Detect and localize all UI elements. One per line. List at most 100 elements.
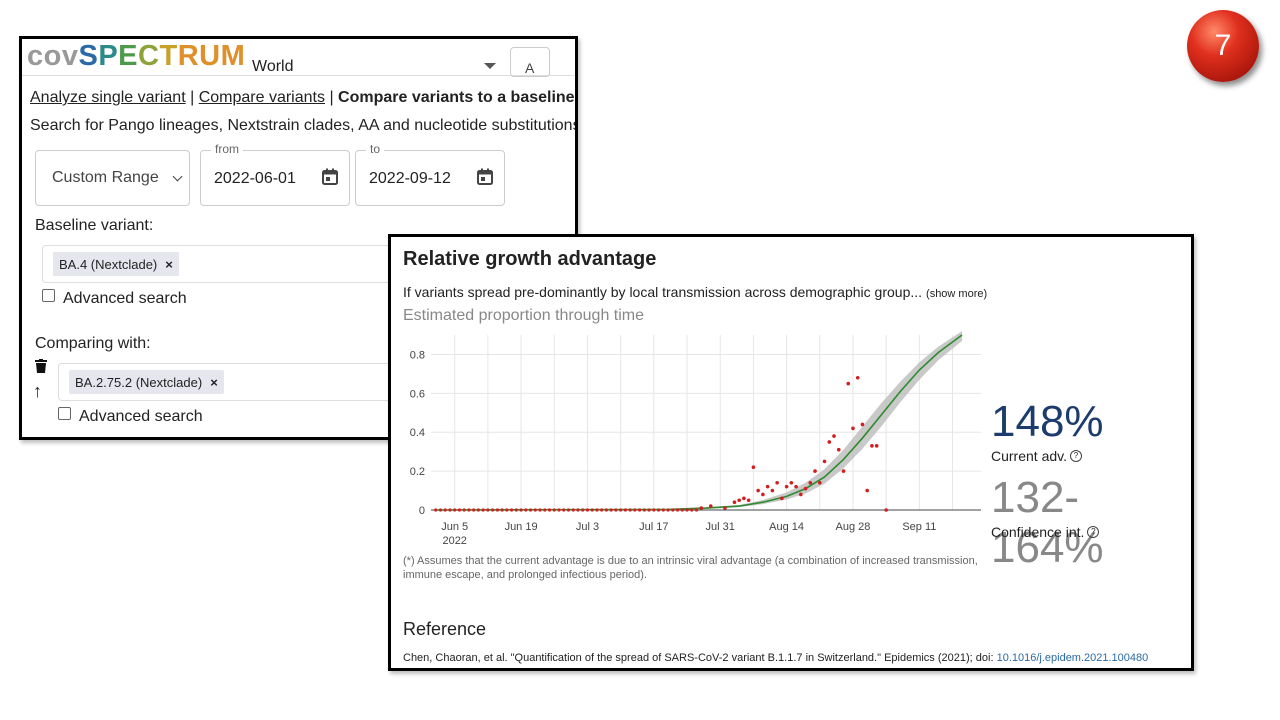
current-mode-label: Compare variants to a baseline [338,89,575,106]
x-tick-label: Jun 19 [505,521,538,533]
trash-icon[interactable] [35,359,47,373]
data-point [585,508,590,512]
chevron-down-icon[interactable] [484,63,496,69]
checkbox-icon[interactable] [58,407,71,420]
data-point [434,508,438,512]
data-point [453,508,457,512]
data-point [770,488,775,493]
data-point [699,506,704,510]
data-point [543,508,547,512]
chevron-down-icon [172,171,183,182]
data-point [443,508,447,512]
data-point [538,508,542,512]
data-point [874,444,879,448]
help-icon[interactable]: ? [1070,450,1082,462]
baseline-advanced-search-checkbox[interactable]: Advanced search [42,289,187,308]
data-point [756,488,760,493]
data-point [708,504,713,508]
data-point [841,469,846,473]
y-tick-label: 0.6 [410,388,425,400]
nav-separator: | [190,89,195,106]
baseline-variant-input[interactable]: BA.4 (Nextclade) × [42,245,575,283]
data-point [865,488,870,493]
date-range-select[interactable]: Custom Range [35,150,190,206]
current-advantage-label: Current adv.? [991,448,1082,464]
data-point [855,375,860,380]
data-point [751,465,756,470]
data-point [832,434,836,438]
data-point [619,508,623,512]
data-point [737,498,741,503]
data-point [675,508,680,512]
analyze-single-variant-link[interactable]: Analyze single variant [30,89,186,106]
covspectrum-logo[interactable]: covSPECTRUM [27,40,246,72]
to-date-input[interactable]: to 2022-09-12 [355,142,505,206]
data-point [685,508,689,512]
growth-advantage-panel: Relative growth advantage If variants sp… [388,234,1194,671]
arrow-up-icon[interactable]: ↑ [33,381,42,401]
data-point [576,508,580,512]
data-point [628,508,632,512]
fit-line [435,334,963,511]
data-point [481,508,485,512]
data-point [732,500,737,505]
comparing-with-label: Comparing with: [35,335,151,352]
variant-chip: BA.2.75.2 (Nextclade) × [69,370,224,394]
x-tick-label: Aug 14 [769,521,804,533]
compare-variants-link[interactable]: Compare variants [198,89,325,106]
reference-citation: Chen, Chaoran, et al. "Quantification of… [403,652,1149,664]
data-point [656,508,661,512]
data-point [723,506,727,510]
data-point [491,508,495,512]
doi-link[interactable]: 10.1016/j.epidem.2021.100480 [996,652,1149,664]
x-tick-year-label: 2022 [442,535,466,547]
data-point [552,508,556,512]
data-point [571,508,575,512]
data-point [514,508,518,512]
from-date-label: from [211,142,243,156]
secondary-filter-input[interactable]: A [510,47,550,77]
y-tick-label: 0.2 [410,466,425,478]
comparing-advanced-search-checkbox[interactable]: Advanced search [58,407,203,426]
x-tick-label: Sep 11 [902,521,936,533]
remove-chip-button[interactable]: × [210,375,218,390]
confidence-interval-value: 132-164% [991,473,1104,572]
comparing-variant-input[interactable]: BA.2.75.2 (Nextclade) × [58,363,575,401]
confidence-band [435,331,963,510]
data-point [789,480,794,485]
data-point [846,381,851,386]
search-hint: Search for Pango lineages, Nextstrain cl… [30,117,578,134]
data-point [638,508,642,512]
x-tick-label: Jun 5 [441,521,468,533]
show-more-link[interactable]: (show more) [926,288,988,300]
assumption-footnote: (*) Assumes that the current advantage i… [403,555,978,581]
region-select[interactable]: World [252,58,294,75]
data-point [590,508,594,512]
data-point [448,508,452,512]
help-icon[interactable]: ? [1087,526,1100,538]
data-point [623,508,627,512]
data-point [600,508,604,512]
x-tick-label: Jul 31 [706,521,735,533]
data-point [467,508,471,512]
data-point [690,508,694,512]
data-point [813,469,817,473]
data-point [472,508,476,512]
current-advantage-value: 148% [991,397,1104,446]
data-point [642,508,646,512]
data-point [780,496,784,501]
from-date-input[interactable]: from 2022-06-01 [200,142,350,206]
divider [22,75,575,76]
calendar-icon[interactable] [476,168,494,186]
panel-description: If variants spread pre-dominantly by loc… [403,284,988,300]
data-point [457,508,462,512]
data-point [533,508,537,512]
data-point [680,508,684,512]
checkbox-icon[interactable] [42,289,55,302]
calendar-icon[interactable] [321,168,339,186]
data-point [462,508,466,512]
remove-chip-button[interactable]: × [165,257,173,272]
data-point [495,508,499,512]
data-point [486,508,490,512]
variant-chip: BA.4 (Nextclade) × [53,252,179,276]
